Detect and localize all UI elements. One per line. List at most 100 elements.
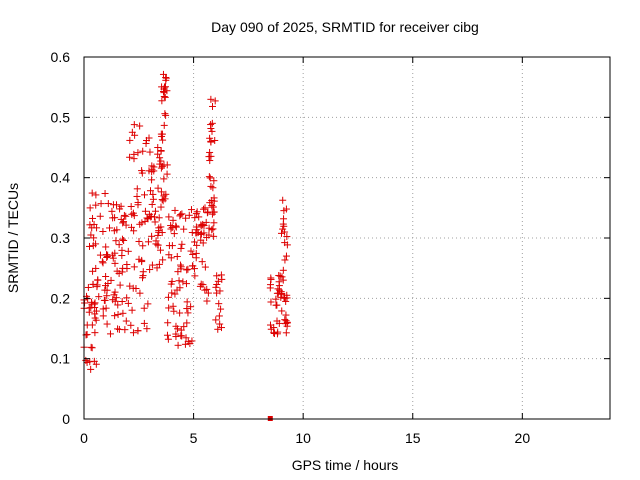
data-point <box>211 97 219 105</box>
data-point <box>283 318 291 326</box>
data-point <box>136 122 144 130</box>
data-point <box>272 295 280 303</box>
data-point <box>134 149 142 157</box>
data-point <box>209 184 217 192</box>
data-point <box>178 332 186 340</box>
grid-lines <box>84 57 610 419</box>
data-point <box>146 148 154 156</box>
data-point <box>94 276 102 284</box>
data-point <box>133 192 141 200</box>
data-point <box>119 309 127 317</box>
data-point <box>209 225 217 233</box>
data-point <box>149 190 157 198</box>
data-point <box>83 330 91 338</box>
data-point <box>273 317 281 325</box>
data-point <box>278 307 286 315</box>
data-point <box>82 356 90 364</box>
data-point <box>203 297 211 305</box>
data-point <box>89 242 97 250</box>
data-point <box>160 175 168 183</box>
data-point <box>280 215 288 223</box>
data-point <box>282 297 290 305</box>
data-point <box>159 256 167 264</box>
data-point <box>123 261 131 269</box>
data-point <box>187 206 195 214</box>
data-point <box>182 280 190 288</box>
data-point <box>199 239 207 247</box>
data-point <box>282 329 290 337</box>
data-point <box>97 200 105 208</box>
data-point <box>175 277 183 285</box>
data-point <box>173 286 181 294</box>
data-point <box>88 224 96 232</box>
data-point <box>103 292 111 300</box>
data-point <box>163 87 171 95</box>
data-point <box>136 289 144 297</box>
data-point <box>118 235 126 243</box>
data-point <box>193 208 201 216</box>
data-point <box>88 189 96 197</box>
data-point <box>165 242 173 250</box>
data-point <box>210 208 218 216</box>
plot-frame <box>83 56 611 420</box>
data-point <box>173 253 181 261</box>
data-point <box>151 207 159 215</box>
data-point <box>92 264 100 272</box>
data-point <box>183 298 191 306</box>
data-point <box>184 265 192 273</box>
data-point <box>99 259 107 267</box>
data-point <box>270 330 278 338</box>
y-tick-label: 0.1 <box>51 351 71 367</box>
data-point <box>147 187 155 195</box>
data-point <box>187 247 195 255</box>
data-point <box>157 157 165 165</box>
data-point <box>165 251 173 259</box>
data-point <box>130 263 138 271</box>
data-point <box>274 285 282 293</box>
data-point <box>216 320 224 328</box>
data-point <box>121 326 129 334</box>
data-point <box>176 212 184 220</box>
x-axis-label: GPS time / hours <box>292 457 399 473</box>
data-point <box>118 298 126 306</box>
data-point <box>191 272 199 280</box>
data-point <box>92 360 100 368</box>
data-point <box>92 191 100 199</box>
data-point <box>213 281 221 289</box>
data-point <box>102 243 110 251</box>
data-point <box>281 256 289 264</box>
data-point <box>141 217 149 225</box>
data-point <box>172 333 180 341</box>
data-point <box>122 221 130 229</box>
x-tick-label: 15 <box>405 430 421 446</box>
x-tick-labels: 0 5 10 15 20 <box>80 430 530 446</box>
data-point <box>143 325 151 333</box>
data-point <box>210 219 218 227</box>
data-point <box>278 289 286 297</box>
data-point <box>81 299 89 307</box>
data-point <box>164 319 172 327</box>
data-point <box>181 340 189 348</box>
data-point <box>167 222 175 230</box>
x-tick-label: 0 <box>80 430 88 446</box>
data-point <box>84 283 92 291</box>
data-point <box>172 223 180 231</box>
data-point <box>190 265 198 273</box>
data-point <box>179 278 187 286</box>
data-point <box>126 136 134 144</box>
data-point <box>146 266 154 274</box>
data-point <box>148 232 156 240</box>
data-point <box>114 301 122 309</box>
data-point <box>169 302 177 310</box>
data-point <box>280 222 288 230</box>
data-point <box>110 227 118 235</box>
data-point <box>282 205 290 213</box>
data-point <box>162 111 170 119</box>
data-point <box>177 326 185 334</box>
data-point <box>275 278 283 286</box>
data-point <box>191 214 199 222</box>
data-point <box>187 303 195 311</box>
data-point <box>129 329 137 337</box>
data-point <box>205 231 213 239</box>
data-point <box>139 274 147 282</box>
